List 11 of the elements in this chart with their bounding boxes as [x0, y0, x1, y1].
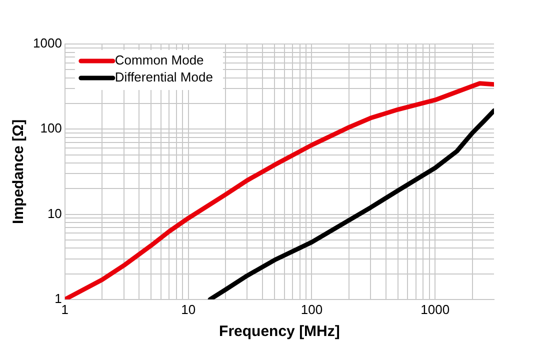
x-axis-title: Frequency [MHz] [219, 323, 340, 340]
x-tick-label: 1000 [420, 302, 450, 317]
x-tick-label: 10 [181, 302, 196, 317]
legend-label: Common Mode [114, 52, 204, 68]
x-tick-label: 100 [300, 302, 323, 317]
y-tick-label: 100 [40, 120, 62, 136]
y-tick-label: 10 [47, 206, 62, 221]
y-tick-label: 1000 [33, 36, 62, 51]
y-axis-title: Impedance [Ω] [10, 119, 28, 224]
y-tick-label: 1 [54, 290, 62, 306]
legend-label: Differential Mode [114, 70, 213, 85]
